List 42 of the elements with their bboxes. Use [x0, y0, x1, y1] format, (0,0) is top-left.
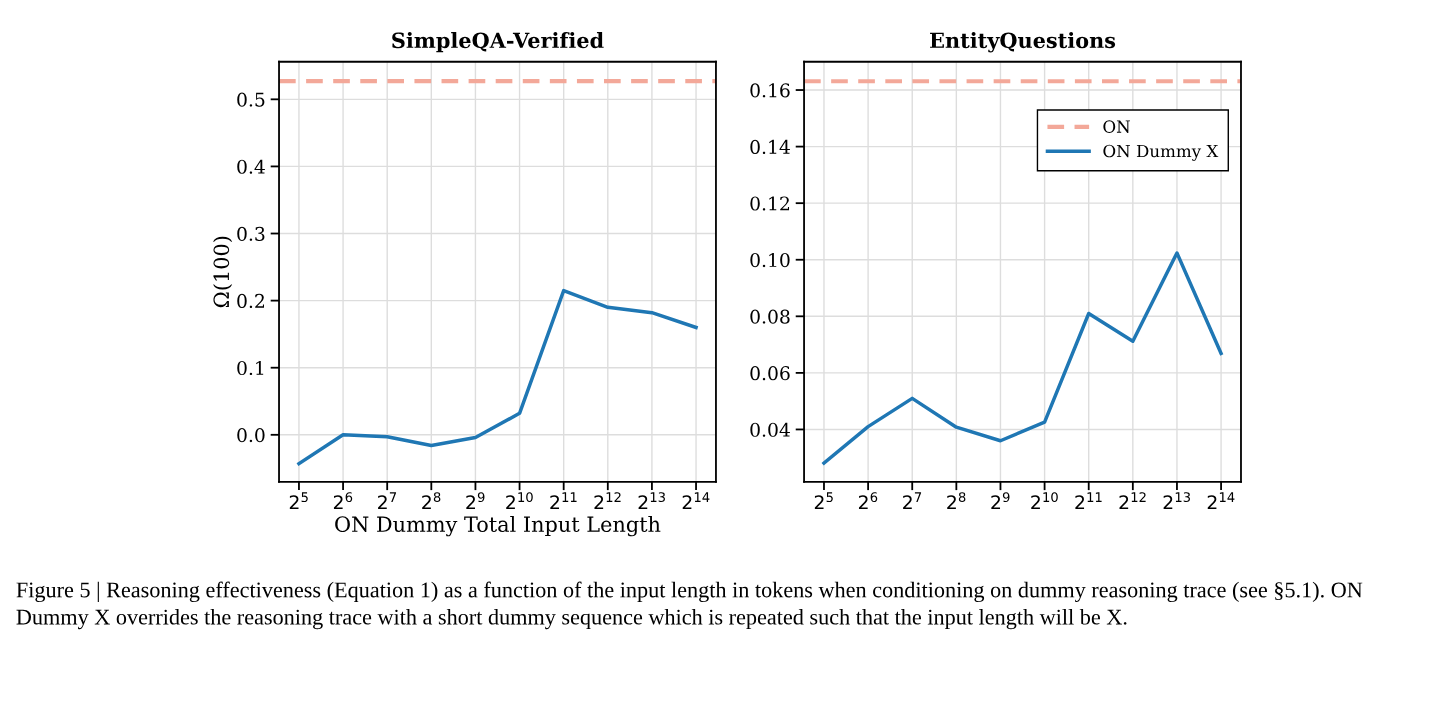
x-tick-label: 2$^{12}$ — [594, 492, 621, 510]
y-tick-label: 0.2 — [237, 293, 264, 309]
x-tick-label: 2$^{9}$ — [991, 492, 1010, 510]
x-tick-label: 2$^{12}$ — [1119, 492, 1146, 510]
x-tick-label: 2$^{13}$ — [1163, 492, 1190, 510]
x-axis-title: ON Dummy Total Input Length — [335, 515, 661, 537]
x-tick-label: 2$^{11}$ — [550, 492, 577, 510]
x-tick-label: 2$^{10}$ — [506, 492, 533, 510]
x-tick-label: 2$^{13}$ — [638, 492, 665, 510]
x-tick-label: 2$^{6}$ — [333, 492, 353, 510]
y-tick-label: 0.10 — [750, 252, 790, 268]
legend-label: ON Dummy X — [1103, 144, 1219, 161]
chart-title: SimpleQA-Verified — [392, 32, 604, 53]
x-tick-label: 2$^{7}$ — [903, 492, 922, 510]
x-tick-label: 2$^{9}$ — [466, 492, 485, 510]
line-series — [822, 251, 1223, 465]
y-tick-label: 0.14 — [750, 139, 790, 154]
caption: Figure 5 | Reasoning effectiveness (Equation 1) as a function of the input length in tokens when conditioning on dummy reasoning trace (see §5.1). ON Dummy X overrides the reasoning trace with a short dummy sequence which is repeated such that the input length will be X. — [16, 581, 1363, 630]
y-tick-label: 0.4 — [237, 159, 265, 174]
y-tick-label: 0.04 — [750, 422, 790, 437]
y-axis-title: Ω(100) — [213, 236, 233, 308]
y-tick-label: 0.08 — [750, 309, 790, 324]
x-tick-label: 2$^{10}$ — [1031, 492, 1058, 510]
y-tick-label: 0.16 — [750, 83, 790, 98]
y-tick-label: 0.1 — [237, 360, 264, 376]
y-tick-label: 0.12 — [750, 196, 790, 211]
y-tick-label: 0.5 — [237, 92, 265, 107]
x-tick-label: 2$^{5}$ — [814, 492, 833, 510]
legend-label: ON — [1103, 120, 1130, 133]
x-tick-label: 2$^{11}$ — [1075, 492, 1102, 510]
y-tick-label: 0.06 — [750, 366, 790, 381]
x-tick-label: 2$^{14}$ — [682, 492, 710, 510]
line-series — [297, 288, 698, 466]
y-tick-label: 0.3 — [237, 226, 265, 241]
y-tick-label: 0.0 — [237, 428, 265, 443]
x-tick-label: 2$^{5}$ — [289, 492, 308, 510]
x-tick-label: 2$^{7}$ — [378, 492, 397, 510]
x-tick-label: 2$^{8}$ — [422, 492, 441, 510]
x-tick-label: 2$^{14}$ — [1207, 492, 1235, 510]
x-tick-label: 2$^{8}$ — [947, 492, 966, 510]
x-tick-label: 2$^{6}$ — [858, 492, 878, 510]
chart-title: EntityQuestions — [930, 32, 1116, 53]
